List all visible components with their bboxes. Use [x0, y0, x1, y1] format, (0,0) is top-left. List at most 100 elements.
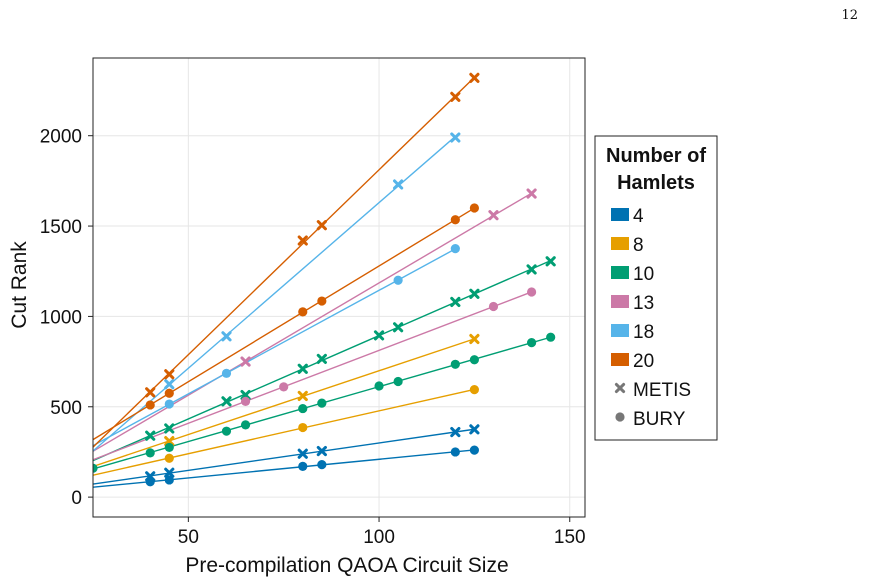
metis-marker-stroke — [221, 331, 232, 342]
fit-line-20-bury — [93, 207, 475, 441]
bury-marker-10 — [221, 426, 232, 436]
page-number: 12 — [841, 8, 858, 23]
metis-marker-13 — [240, 356, 251, 367]
metis-marker-20 — [145, 387, 156, 398]
metis-marker-stroke — [297, 390, 308, 402]
metis-marker-stroke — [526, 264, 537, 275]
metis-marker-18 — [221, 331, 232, 342]
fit-line-8-bury — [93, 388, 475, 476]
x-tick-label: 100 — [363, 527, 395, 548]
metis-marker-stroke — [469, 424, 480, 435]
bury-marker-20 — [469, 203, 479, 213]
metis-marker-stroke — [145, 430, 156, 441]
metis-marker-stroke — [545, 256, 556, 267]
plot-frame — [92, 57, 586, 518]
fit-line-13-metis — [93, 192, 532, 452]
metis-marker-4 — [297, 448, 308, 459]
metis-marker-13 — [488, 210, 499, 221]
bury-marker-18 — [450, 244, 460, 254]
legend-swatch-13 — [611, 295, 629, 308]
metis-marker-20 — [297, 235, 308, 246]
bury-marker-8 — [298, 422, 308, 433]
bury-marker-10 — [527, 338, 537, 348]
bury-marker-10 — [393, 376, 403, 387]
bury-marker-13 — [488, 301, 499, 312]
metis-marker-4 — [469, 424, 480, 435]
bury-marker-4 — [298, 461, 308, 472]
legend-label-4: 4 — [633, 206, 644, 227]
metis-marker-stroke — [316, 445, 327, 457]
metis-marker-stroke — [240, 389, 251, 401]
metis-marker-stroke — [145, 471, 156, 482]
fit-line-4-metis — [93, 428, 475, 485]
metis-marker-stroke — [164, 436, 175, 447]
metis-marker-18 — [164, 379, 175, 390]
y-axis-label: Cut Rank — [8, 241, 31, 329]
metis-marker-stroke — [450, 91, 461, 102]
markers-layer — [93, 72, 556, 487]
bury-marker-8 — [164, 453, 174, 463]
metis-marker-stroke — [469, 333, 480, 345]
bury-marker-13 — [240, 396, 251, 406]
x-tick-label: 150 — [554, 527, 586, 548]
bury-marker-10 — [450, 359, 460, 369]
bury-marker-10 — [469, 355, 479, 365]
metis-marker-stroke — [450, 132, 461, 143]
x-axis-label: Pre-compilation QAOA Circuit Size — [185, 554, 508, 577]
metis-marker-stroke — [450, 296, 461, 308]
metis-marker-stroke — [614, 382, 626, 394]
metis-marker-10 — [145, 430, 156, 441]
legend-label-20: 20 — [633, 351, 654, 372]
y-tick-label: 2000 — [40, 127, 82, 148]
legend-entries: 4 8 10 13 18 20 METIS BURY — [611, 206, 691, 430]
metis-marker-stroke — [526, 188, 537, 199]
bury-marker-20 — [164, 388, 174, 398]
legend-swatch-20 — [611, 353, 629, 366]
y-tick-label: 0 — [71, 488, 82, 509]
bury-marker-10 — [374, 381, 384, 391]
y-tick-label: 500 — [50, 398, 82, 419]
metis-marker-stroke — [316, 220, 327, 231]
metis-marker-10 — [297, 363, 308, 374]
metis-marker-10 — [545, 256, 556, 267]
metis-marker-stroke — [469, 72, 480, 83]
legend-metis-marker — [614, 382, 626, 394]
metis-marker-8 — [297, 390, 308, 402]
legend-swatch-10 — [611, 266, 629, 279]
bury-marker-8 — [469, 385, 479, 395]
legend-swatch-18 — [611, 324, 629, 337]
metis-marker-stroke — [373, 330, 385, 341]
legend-swatch-4 — [611, 208, 629, 221]
bury-marker-4 — [164, 475, 174, 485]
legend-label-18: 18 — [633, 322, 654, 343]
metis-marker-stroke — [393, 179, 404, 190]
metis-marker-10 — [164, 423, 175, 434]
legend: Number of Hamlets 4 8 10 13 18 20 METIS BURY — [594, 135, 718, 441]
metis-marker-4 — [164, 467, 175, 478]
bury-marker-10 — [164, 442, 174, 453]
y-tick-label: 1500 — [40, 217, 82, 238]
bury-marker-13 — [527, 287, 537, 297]
metis-marker-10 — [373, 330, 385, 341]
bury-marker-18 — [221, 368, 232, 378]
fit-line-4-bury — [93, 449, 475, 488]
metis-marker-stroke — [488, 210, 499, 221]
metis-marker-stroke — [164, 379, 175, 390]
metis-marker-20 — [164, 369, 175, 380]
bury-marker-18 — [393, 275, 403, 285]
metis-marker-stroke — [164, 369, 175, 380]
metis-marker-10 — [240, 389, 251, 401]
legend-label-10: 10 — [633, 264, 654, 285]
metis-marker-4 — [450, 426, 461, 438]
legend-label-bury: BURY — [633, 409, 686, 430]
metis-marker-4 — [316, 445, 327, 457]
metis-marker-10 — [526, 264, 537, 275]
bury-marker-10 — [240, 420, 251, 430]
bury-marker-10 — [546, 332, 556, 342]
metis-marker-10 — [316, 353, 327, 364]
metis-marker-8 — [469, 333, 480, 345]
bury-marker-18 — [164, 399, 174, 409]
metis-marker-20 — [316, 220, 327, 231]
metis-marker-stroke — [297, 235, 308, 246]
